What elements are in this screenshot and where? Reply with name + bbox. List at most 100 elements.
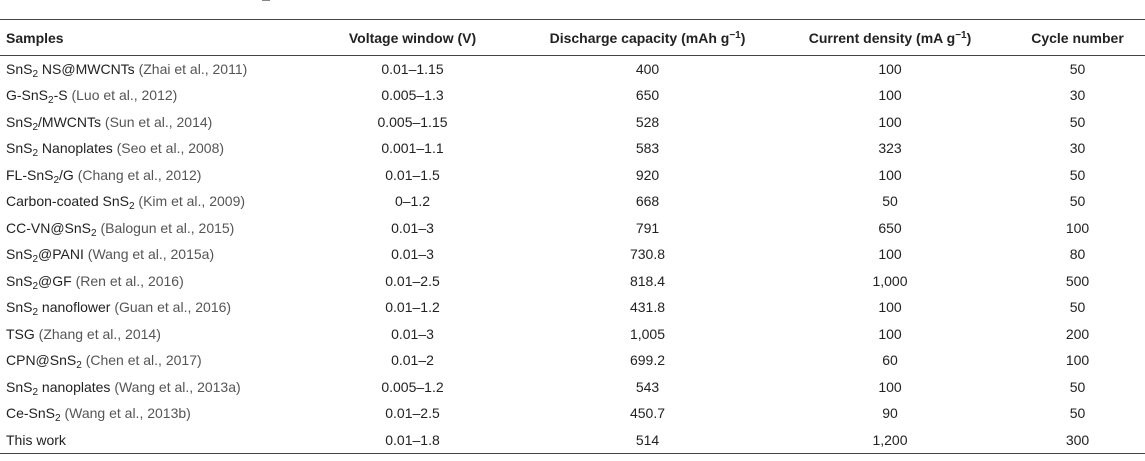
sample-subscript: 2 bbox=[32, 386, 39, 398]
sample-cell: Carbon-coated SnS2 (Kim et al., 2009) bbox=[0, 188, 300, 215]
capacity-cell: 650 bbox=[635, 87, 660, 104]
sample-name: SnS bbox=[6, 378, 33, 395]
sample-name-suffix: nanoplates bbox=[38, 378, 115, 395]
table-body: SnS2 NS@MWCNTs (Zhai et al., 2011) 0.01–1… bbox=[0, 56, 1145, 454]
cycle-cell: 50 bbox=[1069, 61, 1086, 77]
table-row: SnS2 Nanoplates (Seo et al., 2008) 0.001–… bbox=[0, 135, 1145, 162]
header-row: Samples Voltage window (V) Discharge cap… bbox=[0, 19, 1145, 56]
capacity-cell: 730.8 bbox=[629, 246, 666, 263]
header-discharge-capacity: Discharge capacity (mAh g−1) bbox=[525, 19, 770, 56]
current-cell: 100 bbox=[878, 246, 902, 263]
sample-cell: SnS2 NS@MWCNTs (Zhai et al., 2011) bbox=[0, 56, 300, 83]
reference-link[interactable]: (Wang et al., 2013a) bbox=[114, 378, 241, 395]
reference-link[interactable]: (Sun et al., 2014) bbox=[104, 113, 213, 130]
reference-link[interactable]: (Kim et al., 2009) bbox=[138, 193, 246, 210]
sample-name-suffix: Nanoplates bbox=[38, 140, 117, 157]
sample-subscript: 2 bbox=[55, 413, 61, 425]
reference-link[interactable]: (Luo et al., 2012) bbox=[71, 87, 178, 104]
voltage-cell: 0.01–1.8 bbox=[300, 426, 525, 454]
reference-link[interactable]: (Guan et al., 2016) bbox=[114, 299, 232, 316]
sample-subscript: 2 bbox=[32, 307, 39, 319]
table-row: Carbon-coated SnS2 (Kim et al., 2009) 0–1… bbox=[0, 188, 1145, 215]
sample-name-suffix: @GF bbox=[38, 272, 76, 289]
sample-cell: TSG (Zhang et al., 2014) bbox=[0, 321, 300, 348]
cycle-cell: 30 bbox=[1069, 87, 1086, 104]
cycle-cell: 80 bbox=[1069, 246, 1086, 263]
voltage-cell: 0.01–3 bbox=[391, 246, 434, 263]
cycle-cell: 50 bbox=[1069, 378, 1086, 395]
top-rule-mark bbox=[262, 0, 270, 1]
sample-cell: FL-SnS2/G (Chang et al., 2012) bbox=[0, 162, 300, 189]
sample-cell: CC-VN@SnS2 (Balogun et al., 2015) bbox=[0, 215, 300, 242]
voltage-cell: 0–1.2 bbox=[394, 193, 431, 210]
table-row: TSG (Zhang et al., 2014) 0.01–3 1,005 100 20… bbox=[0, 321, 1145, 348]
table-row: CPN@SnS2 (Chen et al., 2017) 0.01–2 699.2 6… bbox=[0, 347, 1145, 374]
voltage-cell: 0.01–1.15 bbox=[381, 61, 444, 77]
cycle-cell: 100 bbox=[1065, 352, 1090, 369]
cycle-cell: 50 bbox=[1069, 193, 1086, 210]
capacity-cell: 514 bbox=[525, 426, 770, 454]
reference-link[interactable]: (Ren et al., 2016) bbox=[75, 272, 184, 289]
sample-name-suffix: /G bbox=[59, 166, 78, 183]
header-current-density: Current density (mA g−1) bbox=[770, 19, 1010, 56]
cycle-cell: 500 bbox=[1065, 272, 1090, 289]
cycle-cell: 30 bbox=[1069, 140, 1086, 157]
reference-link[interactable]: (Chen et al., 2017) bbox=[85, 352, 202, 369]
sample-name: SnS bbox=[6, 113, 33, 130]
current-cell: 100 bbox=[878, 113, 902, 130]
current-cell: 650 bbox=[878, 219, 902, 236]
reference-link[interactable]: (Chang et al., 2012) bbox=[77, 166, 202, 183]
header-voltage-window: Voltage window (V) bbox=[300, 19, 525, 56]
reference-link[interactable]: (Balogun et al., 2015) bbox=[100, 219, 235, 236]
sample-name: SnS bbox=[6, 272, 33, 289]
capacity-cell: 583 bbox=[635, 140, 660, 157]
current-cell: 100 bbox=[878, 299, 902, 316]
sample-subscript: 2 bbox=[32, 148, 39, 160]
capacity-cell: 791 bbox=[635, 219, 660, 236]
sample-subscript: 2 bbox=[91, 227, 97, 239]
table-row: CC-VN@SnS2 (Balogun et al., 2015) 0.01–3 7… bbox=[0, 215, 1145, 242]
capacity-cell: 818.4 bbox=[629, 272, 666, 289]
current-cell: 50 bbox=[882, 193, 898, 210]
sample-cell: Ce-SnS2 (Wang et al., 2013b) bbox=[0, 400, 300, 427]
sample-name-suffix: -S bbox=[53, 87, 72, 104]
current-cell: 60 bbox=[882, 352, 898, 369]
sample-name: SnS bbox=[6, 61, 33, 77]
reference-link[interactable]: (Zhang et al., 2014) bbox=[38, 325, 161, 342]
reference-link[interactable]: (Zhai et al., 2011) bbox=[138, 61, 248, 77]
voltage-cell: 0.005–1.15 bbox=[377, 113, 448, 130]
capacity-cell: 920 bbox=[635, 166, 660, 183]
current-cell: 90 bbox=[882, 405, 898, 422]
header-capacity-text: Discharge capacity (mAh g bbox=[549, 29, 730, 46]
reference-link[interactable]: (Wang et al., 2013b) bbox=[64, 405, 191, 422]
reference-link[interactable]: (Wang et al., 2015a) bbox=[87, 246, 215, 263]
sample-cell: SnS2@PANI (Wang et al., 2015a) bbox=[0, 241, 300, 268]
sample-cell: SnS2 nanoflower (Guan et al., 2016) bbox=[0, 294, 300, 321]
voltage-cell: 0.01–2.5 bbox=[385, 405, 440, 422]
sample-name-suffix: nanoflower bbox=[38, 299, 115, 316]
voltage-cell: 0.01–2 bbox=[391, 352, 434, 369]
voltage-cell: 0.001–1.1 bbox=[381, 140, 444, 157]
current-cell: 1,000 bbox=[872, 272, 908, 289]
sample-cell: SnS2 Nanoplates (Seo et al., 2008) bbox=[0, 135, 300, 162]
header-cycle-number: Cycle number bbox=[1010, 19, 1145, 56]
table-row: SnS2 nanoflower (Guan et al., 2016) 0.01–… bbox=[0, 294, 1145, 321]
header-current-close: ) bbox=[966, 29, 972, 46]
header-capacity-exponent: −1 bbox=[729, 29, 741, 41]
sample-cell: This work bbox=[0, 426, 300, 454]
current-cell: 1,200 bbox=[770, 426, 1010, 454]
cycle-cell: 50 bbox=[1069, 299, 1086, 316]
sample-subscript: 2 bbox=[53, 174, 60, 186]
sample-name: SnS bbox=[6, 299, 33, 316]
table-row: FL-SnS2/G (Chang et al., 2012) 0.01–1.5 92… bbox=[0, 162, 1145, 189]
reference-link[interactable]: (Seo et al., 2008) bbox=[116, 140, 225, 157]
cycle-cell: 200 bbox=[1065, 325, 1090, 342]
sample-subscript: 2 bbox=[76, 360, 82, 372]
table-row: SnS2 nanoplates (Wang et al., 2013a) 0.00… bbox=[0, 374, 1145, 401]
current-cell: 323 bbox=[878, 140, 902, 157]
table-row: SnS2@PANI (Wang et al., 2015a) 0.01–3 730.… bbox=[0, 241, 1145, 268]
capacity-cell: 668 bbox=[635, 193, 660, 210]
sample-name: FL-SnS bbox=[6, 166, 54, 183]
sample-name: SnS bbox=[6, 246, 33, 263]
cycle-cell: 50 bbox=[1069, 405, 1086, 422]
